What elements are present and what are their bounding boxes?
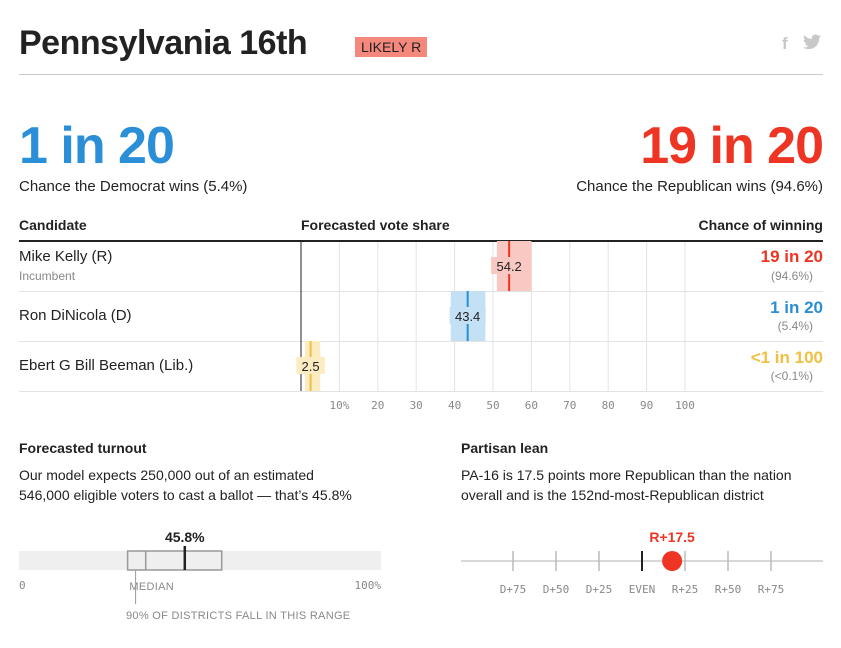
vote-share-label-bg [491,257,528,274]
candidate-odds: 1 in 20 [770,298,823,317]
vote-share-header: Forecasted vote share [301,217,450,233]
turnout-title: Forecasted turnout [19,440,147,456]
table-header-rule [19,240,823,242]
turnout-tick-label: 100% [355,579,382,592]
row-separator [19,291,823,292]
dem-odds: 1 in 20 [19,117,175,175]
vote-tick-label: 20 [371,399,384,412]
rating-badge: LIKELY R [355,37,428,57]
lean-title: Partisan lean [461,440,549,456]
lean-tick-label: D+50 [543,583,570,596]
candidate-odds-pct: (<0.1%) [770,369,813,383]
vote-share-label: 54.2 [496,259,521,274]
lean-text-line: PA-16 is 17.5 points more Republican tha… [461,467,792,483]
chance-header: Chance of winning [698,217,823,233]
candidate-name: Ebert G Bill Beeman (Lib.) [19,357,194,374]
candidate-odds-pct: (94.6%) [770,269,813,283]
lean-tick-label: D+25 [586,583,613,596]
lean-tick-label: R+75 [758,583,785,596]
vote-tick-label: 90 [640,399,653,412]
lean-tick-label: D+75 [500,583,527,596]
vote-range-band [450,291,486,341]
lean-value-dot [662,551,683,571]
row-separator [19,391,823,392]
vote-share-label: 2.5 [302,359,320,374]
header-divider [19,74,823,75]
vote-tick-label: 70 [563,399,576,412]
candidate-odds-pct: (5.4%) [777,319,813,333]
vote-range-band [304,341,321,391]
vote-tick-label: 30 [410,399,423,412]
candidate-name: Mike Kelly (R) [19,248,113,265]
turnout-description: Our model expects 250,000 out of an esti… [19,465,352,505]
candidate-odds: 19 in 20 [760,247,823,266]
row-separator [19,341,823,342]
rep-odds-caption: Chance the Republican wins (94.6%) [576,178,823,195]
twitter-bird-svg [803,34,821,50]
turnout-track [19,551,381,570]
facebook-icon[interactable]: f [782,34,788,53]
vote-tick-label: 80 [602,399,615,412]
candidate-name: Ron DiNicola (D) [19,307,132,324]
turnout-text-line: Our model expects 250,000 out of an esti… [19,467,314,483]
candidate-note: Incumbent [19,269,76,283]
lean-tick-label: EVEN [629,583,656,596]
candidate-header: Candidate [19,217,87,233]
vote-tick-label: 60 [525,399,538,412]
lean-tick-label: R+25 [672,583,699,596]
candidate-odds: <1 in 100 [750,348,823,367]
turnout-tick-label: 0 [19,579,26,592]
turnout-range-label: 90% OF DISTRICTS FALL IN THIS RANGE [126,610,350,622]
page-title: Pennsylvania 16th [19,24,308,62]
vote-tick-label: 10% [329,399,349,412]
vote-range-band [496,241,532,291]
vote-share-label-bg [296,357,325,374]
lean-text-line: overall and is the 152nd-most-Republican… [461,487,764,503]
vote-share-label-bg [449,307,486,324]
lean-value-label: R+17.5 [649,529,695,545]
vote-tick-label: 40 [448,399,461,412]
turnout-median-label: MEDIAN [129,581,174,593]
vote-tick-label: 100 [675,399,695,412]
lean-tick-label: R+50 [715,583,742,596]
turnout-range-box [126,550,223,571]
twitter-icon[interactable] [803,34,821,55]
dem-odds-caption: Chance the Democrat wins (5.4%) [19,178,248,195]
turnout-value-label: 45.8% [165,529,205,545]
vote-tick-label: 50 [486,399,499,412]
lean-description: PA-16 is 17.5 points more Republican tha… [461,465,792,505]
vote-share-label: 43.4 [455,309,480,324]
rep-odds: 19 in 20 [640,117,824,175]
turnout-text-line: 546,000 eligible voters to cast a ballot… [19,487,352,503]
